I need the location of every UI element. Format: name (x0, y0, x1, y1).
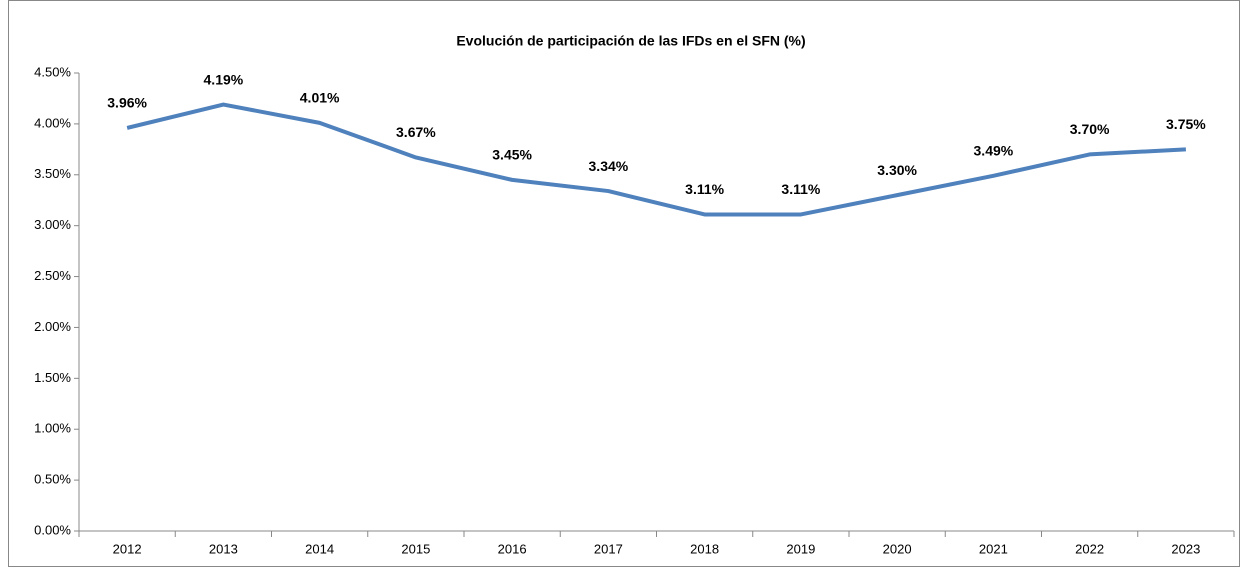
y-tick-label: 3.00% (34, 217, 71, 232)
data-label: 3.96% (107, 95, 147, 111)
x-tick-label: 2012 (113, 541, 142, 556)
data-label: 3.67% (396, 124, 436, 140)
data-label: 3.70% (1070, 121, 1110, 137)
data-label: 4.01% (300, 90, 340, 106)
y-tick-label: 1.00% (34, 421, 71, 436)
x-tick-label: 2022 (1075, 541, 1104, 556)
data-label: 3.34% (589, 158, 629, 174)
y-tick-label: 4.00% (34, 115, 71, 130)
x-tick-label: 2020 (883, 541, 912, 556)
x-tick-label: 2021 (979, 541, 1008, 556)
x-tick-label: 2014 (305, 541, 334, 556)
data-label: 3.11% (781, 181, 820, 197)
x-tick-label: 2023 (1171, 541, 1200, 556)
x-tick-label: 2017 (594, 541, 623, 556)
y-tick-label: 3.50% (34, 166, 71, 181)
data-label: 4.19% (204, 71, 244, 87)
x-tick-label: 2019 (786, 541, 815, 556)
y-tick-label: 4.50% (34, 64, 71, 79)
data-label: 3.75% (1166, 116, 1206, 132)
y-tick-label: 0.50% (34, 472, 71, 487)
y-tick-label: 0.00% (34, 522, 71, 537)
x-tick-label: 2013 (209, 541, 238, 556)
data-label: 3.30% (877, 162, 917, 178)
data-label: 3.11% (685, 181, 724, 197)
chart-title: Evolución de participación de las IFDs e… (456, 33, 805, 49)
data-label: 3.49% (974, 142, 1014, 158)
y-tick-label: 1.50% (34, 370, 71, 385)
data-label: 3.45% (492, 147, 532, 163)
y-tick-label: 2.00% (34, 319, 71, 334)
series-line (126, 102, 1186, 217)
x-tick-label: 2018 (690, 541, 719, 556)
chart-frame (8, 0, 1240, 567)
x-tick-label: 2016 (498, 541, 527, 556)
x-tick-label: 2015 (401, 541, 430, 556)
y-tick-label: 2.50% (34, 268, 71, 283)
